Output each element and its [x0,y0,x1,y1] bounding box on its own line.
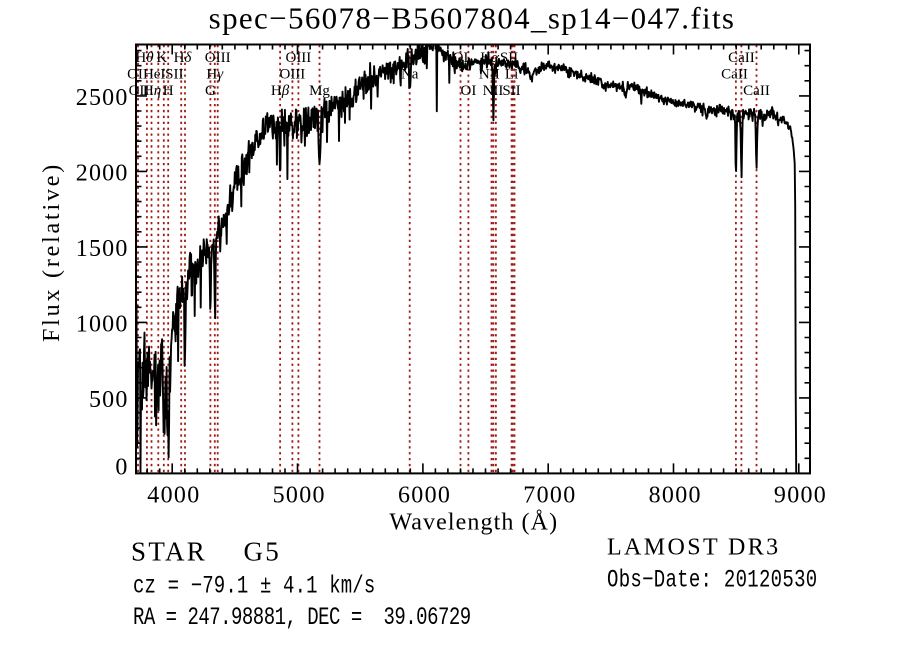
svg-text:Hη: Hη [143,83,161,99]
svg-text:Flux (relative): Flux (relative) [39,162,65,342]
svg-text:Na: Na [401,67,419,83]
svg-text:4000: 4000 [147,483,200,509]
svg-text:Hθ: Hθ [135,50,154,66]
svg-text:SII: SII [502,83,520,99]
svg-text:1500: 1500 [76,236,129,262]
svg-text:Hγ: Hγ [206,67,224,83]
svg-text:7000: 7000 [523,483,576,509]
svg-text:Wavelength (Å): Wavelength (Å) [389,510,558,536]
svg-text:6000: 6000 [398,483,451,509]
svg-text:NII: NII [483,83,504,99]
svg-text:Mg: Mg [309,83,330,99]
svg-text:LAMOST DR3: LAMOST DR3 [607,534,781,560]
svg-text:NII: NII [479,67,500,83]
svg-text:OII: OII [129,83,150,99]
svg-text:Hβ: Hβ [271,83,290,99]
svg-text:SII: SII [165,67,183,83]
svg-text:8000: 8000 [649,483,702,509]
svg-text:Li: Li [505,67,518,83]
svg-text:G5: G5 [244,537,282,567]
svg-text:Hδ: Hδ [174,50,193,66]
svg-text:CaII: CaII [743,83,770,99]
svg-text:OI: OI [460,83,476,99]
svg-text:Hα: Hα [480,50,500,66]
svg-text:STAR: STAR [131,537,207,567]
svg-text:spec−56078−B5607804_sp14−047.f: spec−56078−B5607804_sp14−047.fits [209,1,736,36]
svg-text:5000: 5000 [273,483,326,509]
svg-text:9000: 9000 [774,483,827,509]
svg-text:OIII: OIII [205,50,231,66]
svg-text:CaII: CaII [728,50,755,66]
svg-text:cz = −79.1 ± 4.1 km/s: cz = −79.1 ± 4.1 km/s [133,572,375,600]
svg-text:SII: SII [500,50,518,66]
svg-text:2500: 2500 [76,85,129,111]
svg-text:0: 0 [115,454,128,480]
svg-text:H: H [163,83,174,99]
svg-text:OI: OI [453,50,469,66]
svg-text:OI: OI [127,67,143,83]
svg-text:OIII: OIII [279,67,305,83]
svg-text:OIII: OIII [285,50,311,66]
svg-text:RA = 247.98881, DEC = 39.0672: RA = 247.98881, DEC = 39.06729 [133,604,471,632]
svg-text:CaII: CaII [721,67,748,83]
svg-text:1000: 1000 [76,311,129,337]
svg-text:Obs−Date: 20120530: Obs−Date: 20120530 [607,566,817,594]
svg-text:500: 500 [89,387,129,413]
svg-text:K: K [156,50,167,66]
svg-text:HeI: HeI [143,67,166,83]
svg-text:2000: 2000 [76,160,129,186]
svg-text:G: G [205,83,216,99]
